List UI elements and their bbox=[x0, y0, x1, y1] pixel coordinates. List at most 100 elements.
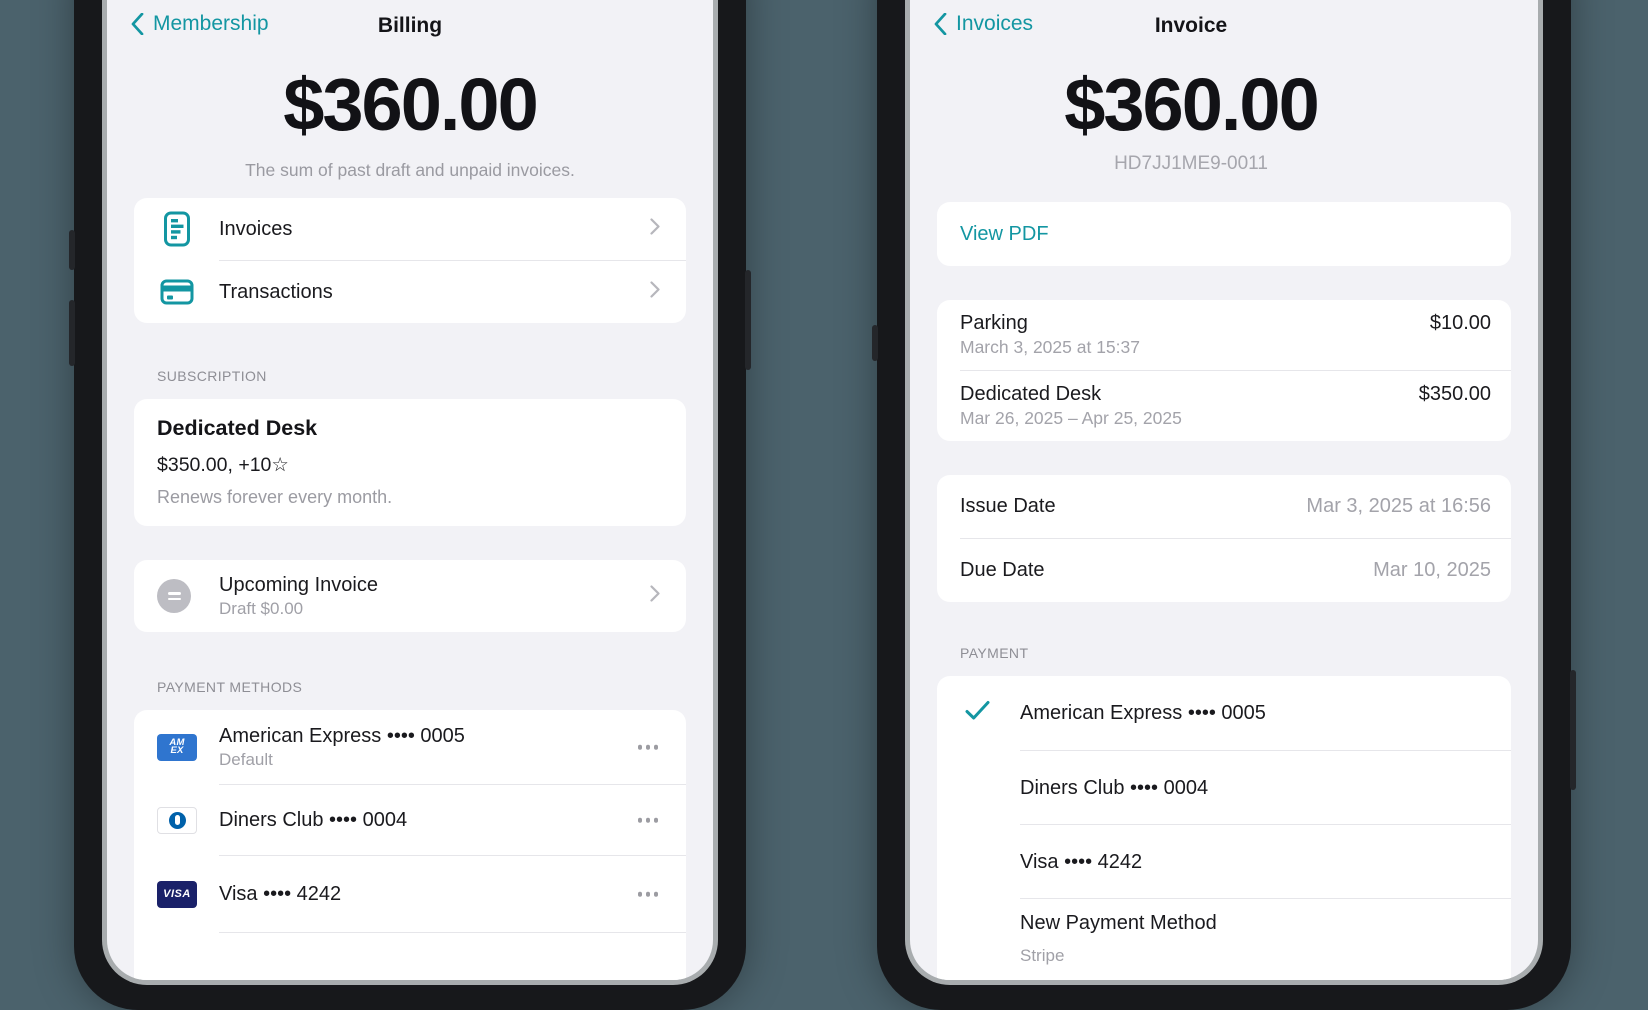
divider bbox=[1020, 824, 1511, 825]
amex-logo-text: AM bbox=[169, 736, 185, 748]
more-options-button[interactable] bbox=[637, 812, 658, 829]
payment-methods-section-label: PAYMENT METHODS bbox=[157, 679, 303, 695]
payment-method-amex[interactable]: AM EX American Express •••• 0005 Default bbox=[134, 710, 686, 784]
payment-section-label: PAYMENT bbox=[960, 645, 1029, 661]
balance-amount: $360.00 bbox=[283, 63, 539, 146]
back-chevron-icon bbox=[131, 13, 144, 35]
draft-invoice-icon bbox=[157, 579, 191, 613]
checkmark-icon bbox=[965, 700, 990, 726]
chevron-right-icon bbox=[650, 281, 660, 303]
payment-method-text: Diners Club •••• 0004 bbox=[219, 808, 407, 833]
subscription-section-label: SUBSCRIPTION bbox=[157, 368, 267, 384]
visa-logo-text: VISA bbox=[163, 888, 191, 900]
line-item-name: Parking bbox=[960, 312, 1028, 334]
payment-option-label: American Express •••• 0005 bbox=[1020, 702, 1266, 724]
upcoming-invoice-title: Upcoming Invoice bbox=[219, 573, 378, 596]
payment-method-label: Visa •••• 4242 bbox=[219, 882, 342, 905]
credit-card-icon bbox=[157, 279, 197, 305]
line-item-dedicated-desk: Dedicated Desk $350.00 Mar 26, 2025 – Ap… bbox=[937, 371, 1511, 441]
invoice-content: Invoices Invoice $360.00 HD7JJ1ME9-0011 … bbox=[910, 0, 1538, 980]
balance-caption: The sum of past draft and unpaid invoice… bbox=[245, 160, 575, 180]
upcoming-invoice-row[interactable]: Upcoming Invoice Draft $0.00 bbox=[134, 560, 686, 632]
invoice-screen: Invoices Invoice $360.00 HD7JJ1ME9-0011 … bbox=[910, 0, 1538, 980]
upcoming-invoice-text: Upcoming Invoice Draft $0.00 bbox=[219, 573, 378, 620]
subscription-renewal: Renews forever every month. bbox=[157, 487, 393, 507]
diners-club-logo-icon bbox=[157, 806, 197, 834]
payment-method-default-badge: Default bbox=[219, 750, 273, 769]
back-label: Invoices bbox=[956, 12, 1034, 35]
divider bbox=[1020, 898, 1511, 899]
back-button-membership[interactable]: Membership bbox=[131, 12, 269, 36]
visa-logo-icon: VISA bbox=[157, 880, 197, 908]
payment-method-diners[interactable]: Diners Club •••• 0004 bbox=[134, 785, 686, 855]
page-title: Invoice bbox=[1154, 14, 1228, 37]
payment-option-subtitle: Stripe bbox=[1020, 946, 1065, 965]
payment-option-diners[interactable]: Diners Club •••• 0004 bbox=[937, 751, 1511, 824]
back-label: Membership bbox=[153, 12, 269, 35]
payment-option-label: Diners Club •••• 0004 bbox=[1020, 776, 1209, 799]
divider bbox=[1020, 750, 1511, 751]
subscription-price: $350.00, +10☆ bbox=[157, 454, 289, 476]
amex-logo-text: EX bbox=[170, 745, 184, 756]
invoice-document-icon bbox=[157, 211, 197, 247]
divider bbox=[219, 784, 686, 785]
line-item-date: March 3, 2025 at 15:37 bbox=[960, 337, 1140, 357]
menu-item-label: Invoices bbox=[219, 217, 293, 240]
payment-option-label: Visa •••• 4242 bbox=[1020, 850, 1143, 873]
side-button bbox=[872, 325, 878, 361]
line-item-date: Mar 26, 2025 – Apr 25, 2025 bbox=[960, 408, 1182, 428]
menu-item-invoices[interactable]: Invoices bbox=[134, 198, 686, 260]
line-item-amount: $350.00 bbox=[1418, 383, 1491, 405]
divider bbox=[219, 260, 686, 261]
divider bbox=[219, 855, 686, 856]
line-item-amount: $10.00 bbox=[1429, 312, 1491, 334]
side-button bbox=[69, 230, 75, 270]
invoice-nav-bar: Invoices Invoice bbox=[934, 0, 1511, 46]
subscription-name: Dedicated Desk bbox=[157, 416, 318, 440]
due-date-label: Due Date bbox=[960, 559, 1045, 581]
issue-date-value: Mar 3, 2025 at 16:56 bbox=[1306, 495, 1491, 517]
phone-frame-left: Membership Billing $360.00 The sum of pa… bbox=[69, 0, 751, 1010]
amex-logo-icon: AM EX bbox=[157, 733, 197, 761]
back-button-invoices[interactable]: Invoices bbox=[934, 12, 1033, 36]
view-pdf-label: View PDF bbox=[960, 222, 1049, 245]
side-button bbox=[69, 300, 75, 366]
payment-method-label: Diners Club •••• 0004 bbox=[219, 808, 408, 831]
side-button bbox=[745, 270, 751, 370]
payment-method-label: American Express •••• 0005 bbox=[219, 725, 465, 747]
billing-content: Membership Billing $360.00 The sum of pa… bbox=[107, 0, 713, 980]
payment-option-visa[interactable]: Visa •••• 4242 bbox=[937, 825, 1511, 898]
more-options-button[interactable] bbox=[637, 886, 658, 903]
line-item-parking: Parking $10.00 March 3, 2025 at 15:37 bbox=[937, 300, 1511, 370]
divider bbox=[960, 538, 1511, 539]
payment-option-amex[interactable]: American Express •••• 0005 bbox=[937, 676, 1511, 750]
view-pdf-button[interactable]: View PDF bbox=[937, 202, 1511, 266]
payment-options-card: American Express •••• 0005 Diners Club •… bbox=[937, 676, 1511, 980]
menu-item-label: Transactions bbox=[219, 280, 333, 303]
due-date-value: Mar 10, 2025 bbox=[1373, 559, 1491, 581]
line-item-name: Dedicated Desk bbox=[960, 383, 1102, 405]
subscription-card: Dedicated Desk $350.00, +10☆ Renews fore… bbox=[134, 399, 686, 526]
menu-item-transactions[interactable]: Transactions bbox=[134, 261, 686, 323]
page-title: Billing bbox=[377, 14, 443, 37]
payment-method-visa[interactable]: VISA Visa •••• 4242 bbox=[134, 856, 686, 932]
billing-screen: Membership Billing $360.00 The sum of pa… bbox=[107, 0, 713, 980]
chevron-right-icon bbox=[650, 585, 660, 607]
billing-nav-bar: Membership Billing bbox=[131, 0, 686, 46]
issue-date-row: Issue Date Mar 3, 2025 at 16:56 bbox=[937, 475, 1511, 538]
payment-methods-card: AM EX American Express •••• 0005 Default… bbox=[134, 710, 686, 980]
invoice-number: HD7JJ1ME9-0011 bbox=[1114, 153, 1268, 174]
side-button bbox=[1570, 670, 1576, 790]
billing-menu-card: Invoices Transactions bbox=[134, 198, 686, 323]
issue-date-label: Issue Date bbox=[960, 495, 1056, 517]
invoice-total-amount: $360.00 bbox=[1064, 63, 1320, 146]
payment-option-label: New Payment Method bbox=[1020, 912, 1217, 934]
upcoming-invoice-subtitle: Draft $0.00 bbox=[219, 598, 304, 618]
phone-frame-right: Invoices Invoice $360.00 HD7JJ1ME9-0011 … bbox=[872, 0, 1576, 1010]
due-date-row: Due Date Mar 10, 2025 bbox=[937, 539, 1511, 602]
more-options-button[interactable] bbox=[637, 739, 658, 756]
payment-method-text: American Express •••• 0005 Default bbox=[219, 724, 465, 770]
invoice-dates-card: Issue Date Mar 3, 2025 at 16:56 Due Date… bbox=[937, 475, 1511, 602]
divider bbox=[219, 932, 686, 933]
chevron-right-icon bbox=[650, 218, 660, 240]
